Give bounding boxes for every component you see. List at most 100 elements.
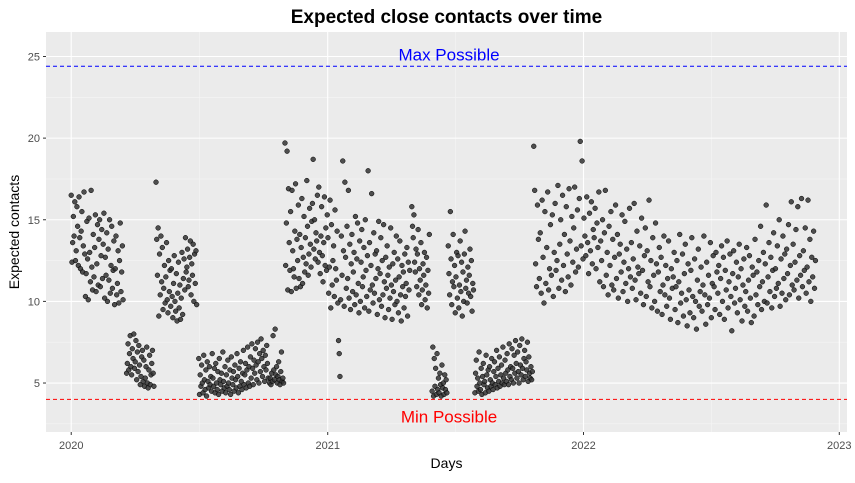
data-point: [661, 233, 667, 239]
data-point: [658, 254, 664, 260]
data-point: [311, 217, 318, 223]
data-point: [366, 308, 372, 314]
data-point: [68, 192, 74, 198]
data-point: [385, 272, 391, 278]
data-point: [434, 350, 440, 357]
data-point: [280, 380, 287, 386]
data-point: [799, 284, 806, 290]
data-point: [237, 359, 244, 365]
data-point: [797, 272, 804, 278]
data-point: [307, 241, 313, 247]
data-point: [451, 262, 458, 269]
data-point: [451, 284, 457, 290]
data-point: [340, 248, 347, 254]
data-point: [391, 249, 397, 256]
data-point: [300, 254, 306, 260]
data-point: [783, 297, 789, 303]
data-point: [206, 364, 213, 370]
data-point: [787, 262, 794, 269]
data-point: [90, 231, 96, 238]
data-point: [91, 274, 97, 280]
data-point: [373, 275, 379, 282]
data-point: [511, 352, 517, 358]
data-point: [240, 347, 247, 354]
data-point: [682, 241, 688, 247]
data-point: [210, 375, 216, 381]
data-point: [776, 217, 782, 223]
data-point: [314, 238, 320, 244]
data-point: [215, 391, 222, 398]
data-point: [792, 259, 798, 265]
data-point: [153, 179, 159, 185]
data-point: [735, 274, 741, 280]
data-point: [88, 187, 94, 194]
data-point: [74, 204, 80, 210]
data-point: [395, 310, 402, 316]
data-point: [226, 386, 232, 393]
data-point: [537, 230, 543, 236]
data-point: [72, 257, 79, 264]
data-point: [780, 233, 786, 239]
y-tick-label: 15: [28, 215, 40, 227]
data-point: [319, 253, 325, 259]
data-point: [687, 310, 693, 316]
data-point: [446, 270, 452, 277]
data-point: [630, 256, 636, 262]
data-point: [314, 192, 321, 198]
data-point: [626, 205, 633, 211]
data-point: [299, 195, 305, 202]
data-point: [779, 290, 785, 296]
data-point: [354, 220, 361, 226]
data-point: [340, 158, 346, 164]
data-point: [383, 285, 390, 291]
data-point: [343, 285, 349, 291]
data-point: [638, 215, 645, 221]
data-point: [650, 235, 656, 241]
data-point: [93, 288, 99, 295]
data-point: [747, 295, 754, 301]
data-point: [401, 305, 407, 311]
data-point: [132, 359, 138, 365]
data-point: [371, 290, 378, 296]
data-point: [557, 241, 563, 247]
data-point: [574, 207, 581, 213]
data-point: [332, 207, 338, 213]
data-point: [449, 279, 456, 285]
data-point: [329, 282, 335, 288]
data-point: [616, 251, 622, 257]
data-point: [102, 254, 108, 260]
data-point: [168, 266, 175, 272]
data-point: [743, 288, 749, 295]
data-point: [754, 269, 760, 275]
data-point: [252, 370, 258, 376]
data-point: [403, 280, 409, 287]
data-point: [164, 297, 170, 303]
data-point: [109, 223, 115, 229]
data-point: [242, 360, 249, 367]
data-point: [425, 267, 431, 274]
data-point: [609, 282, 615, 288]
data-point: [529, 368, 535, 375]
data-point: [459, 313, 465, 319]
data-point: [757, 223, 764, 229]
data-point: [748, 319, 754, 326]
data-point: [765, 274, 771, 280]
data-point: [701, 233, 707, 239]
data-point: [689, 235, 695, 241]
data-point: [447, 208, 454, 215]
data-point: [118, 288, 124, 295]
data-point: [625, 266, 632, 272]
data-point: [335, 337, 342, 344]
data-point: [739, 318, 745, 324]
data-point: [514, 375, 520, 381]
data-point: [744, 308, 751, 314]
data-point: [136, 342, 142, 349]
data-point: [600, 284, 607, 290]
data-point: [455, 253, 461, 259]
data-point: [96, 236, 102, 243]
data-point: [405, 259, 411, 265]
data-point: [326, 290, 332, 296]
data-point: [364, 293, 370, 300]
data-point: [185, 284, 191, 290]
data-point: [777, 303, 783, 309]
